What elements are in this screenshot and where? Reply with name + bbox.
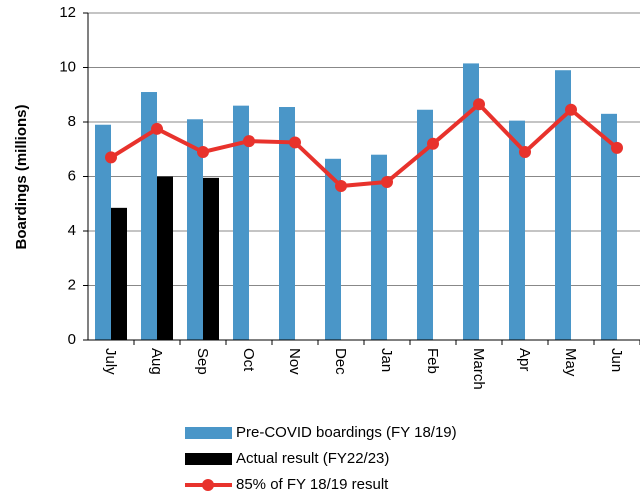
y-tick-label: 10	[59, 58, 76, 75]
legend-label: Actual result (FY22/23)	[236, 450, 389, 467]
x-tick-label: July	[102, 348, 119, 375]
x-tick-label: Sep	[194, 348, 211, 375]
x-tick-label: May	[562, 348, 579, 377]
line-marker	[519, 145, 531, 158]
x-tick-label: Feb	[424, 348, 441, 374]
line-marker	[381, 175, 393, 188]
legend-label: Pre-COVID boardings (FY 18/19)	[236, 424, 457, 441]
line-marker	[197, 145, 209, 158]
line-marker	[243, 135, 255, 148]
bar	[417, 109, 433, 340]
y-tick-label: 0	[68, 331, 76, 348]
bar	[187, 119, 203, 341]
line-marker	[565, 103, 577, 116]
bar	[463, 63, 479, 340]
y-tick-label: 6	[68, 167, 76, 184]
y-axis-label: Boardings (millions)	[13, 104, 30, 249]
line-marker	[427, 137, 439, 150]
legend-marker	[202, 479, 214, 491]
line-marker	[335, 180, 347, 193]
x-tick-label: Nov	[286, 348, 303, 375]
x-tick-label: Apr	[516, 348, 533, 371]
bar	[555, 70, 571, 340]
line-marker	[289, 136, 301, 149]
bar	[141, 92, 157, 341]
bar	[601, 113, 617, 340]
x-tick-label: Dec	[332, 348, 349, 375]
y-tick-label: 12	[59, 4, 76, 21]
line-marker	[105, 151, 117, 164]
line-marker	[611, 141, 623, 154]
legend-label: 85% of FY 18/19 result	[236, 476, 389, 493]
x-tick-label: Oct	[240, 348, 257, 372]
bar	[325, 158, 341, 340]
legend-swatch	[185, 427, 232, 439]
x-tick-label: Jan	[378, 348, 395, 372]
line-marker	[151, 122, 163, 135]
y-tick-label: 2	[68, 276, 76, 293]
y-tick-label: 4	[68, 222, 76, 239]
legend-swatch	[185, 453, 232, 465]
bar	[203, 177, 219, 340]
line	[109, 101, 619, 189]
bar	[279, 107, 295, 340]
bar	[371, 154, 387, 340]
bar	[157, 176, 173, 340]
x-tick-label: Jun	[608, 348, 625, 372]
bar	[111, 207, 127, 340]
x-tick-label: March	[470, 348, 487, 390]
bar	[233, 105, 249, 341]
line-marker	[473, 98, 485, 111]
y-tick-label: 8	[68, 113, 76, 130]
x-tick-label: Aug	[148, 348, 165, 375]
bar	[95, 124, 111, 340]
bar	[509, 120, 525, 340]
